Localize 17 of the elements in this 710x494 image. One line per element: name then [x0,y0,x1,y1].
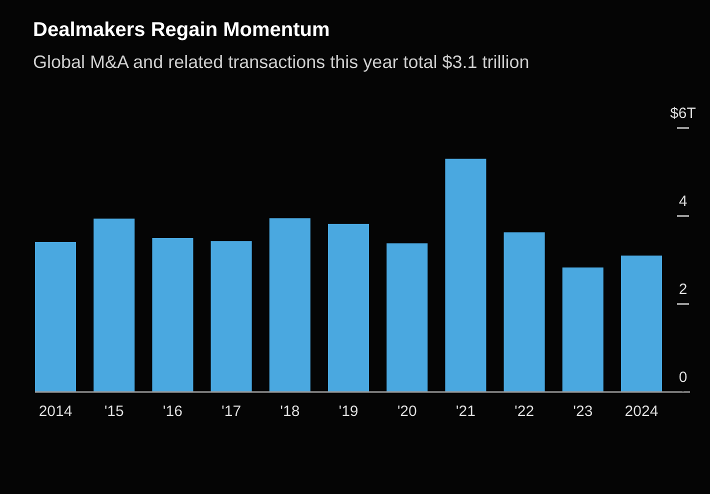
x-tick-label: '20 [397,403,417,420]
y-tick-label: 2 [678,281,688,298]
x-tick-label: '15 [104,403,124,420]
x-tick-label: '19 [338,403,358,420]
x-tick-label: 2024 [624,403,658,420]
x-tick-label: '22 [514,403,534,420]
y-tick-label: 0 [678,369,688,386]
x-tick-label: '17 [222,403,242,420]
chart-subtitle: Global M&A and related transactions this year total $3.1 trillion [33,52,530,72]
chart-title: Dealmakers Regain Momentum [33,19,330,41]
x-tick-label: '23 [573,403,593,420]
x-tick-label: '21 [456,403,476,420]
y-tick-label: 4 [678,193,688,210]
x-tick-label: 2014 [38,403,72,420]
x-tick-label: '16 [162,403,182,420]
y-tick-label: $6T [670,105,696,122]
x-tick-label: '18 [280,403,300,420]
